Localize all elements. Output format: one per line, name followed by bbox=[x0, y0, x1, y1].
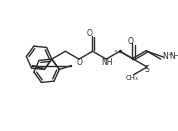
Text: −: − bbox=[173, 52, 178, 57]
Text: O: O bbox=[128, 37, 134, 46]
Text: N: N bbox=[163, 52, 168, 61]
Text: N: N bbox=[169, 52, 175, 61]
Text: O: O bbox=[87, 29, 93, 38]
Text: ,,: ,, bbox=[114, 46, 118, 52]
Text: S: S bbox=[145, 65, 150, 74]
Text: O: O bbox=[77, 58, 83, 67]
Text: +: + bbox=[167, 52, 171, 57]
Text: CH₃: CH₃ bbox=[126, 75, 139, 81]
Text: NH: NH bbox=[101, 58, 113, 67]
